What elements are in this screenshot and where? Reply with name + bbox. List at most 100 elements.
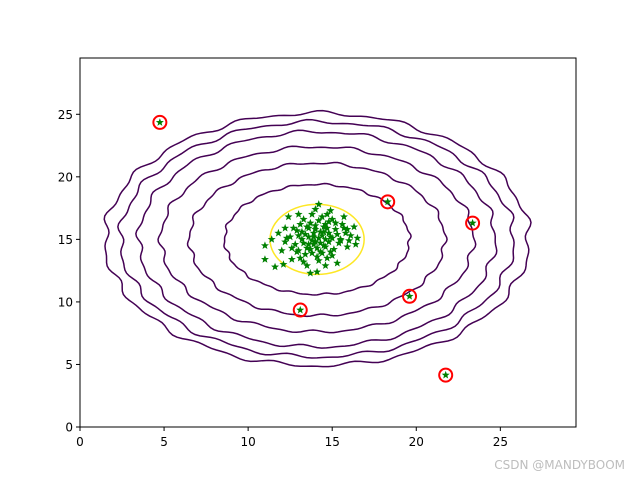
data-point <box>314 200 323 208</box>
x-tick-label: 5 <box>160 435 168 449</box>
data-point <box>326 232 335 241</box>
data-point <box>304 240 313 248</box>
outlier-point <box>152 114 168 130</box>
data-point <box>345 236 354 245</box>
contour-line <box>103 109 532 368</box>
data-point <box>336 236 345 245</box>
outlier-markers <box>152 114 481 383</box>
y-tick-label: 25 <box>58 108 73 122</box>
data-point <box>331 225 340 233</box>
data-point <box>314 256 323 265</box>
data-point <box>279 260 288 268</box>
data-point <box>346 231 355 240</box>
data-point <box>314 233 323 242</box>
y-tick-label: 5 <box>65 358 73 372</box>
data-point <box>260 255 269 263</box>
contour-line <box>117 118 515 359</box>
data-point <box>353 233 362 242</box>
outlier-star <box>296 305 305 314</box>
data-point <box>313 267 322 276</box>
data-point <box>294 231 303 240</box>
outlier-circle <box>465 215 481 231</box>
data-point <box>292 226 301 235</box>
data-point <box>274 228 283 237</box>
data-point <box>321 235 330 243</box>
data-point <box>306 218 315 227</box>
plot-frame <box>79 57 577 428</box>
data-point <box>318 248 327 257</box>
data-point <box>339 223 348 232</box>
data-point <box>301 250 310 258</box>
outlier-point <box>402 288 418 304</box>
data-point <box>326 247 335 256</box>
outlier-circle <box>438 367 454 383</box>
data-point <box>326 206 335 214</box>
outlier-point <box>465 215 481 231</box>
data-point <box>343 225 352 233</box>
outlier-star <box>155 118 164 126</box>
data-point <box>313 243 322 252</box>
data-point <box>281 237 290 246</box>
outlier-star <box>441 370 450 379</box>
data-point <box>306 268 315 277</box>
data-point <box>296 253 305 262</box>
data-point <box>316 238 325 247</box>
y-tick-label: 15 <box>58 233 73 247</box>
data-point <box>338 220 347 228</box>
outlier-point <box>380 194 396 210</box>
data-point <box>318 231 327 240</box>
outlier-star <box>468 218 477 227</box>
data-point <box>328 215 337 223</box>
data-point <box>308 236 317 245</box>
data-point <box>299 215 308 223</box>
outlier-point <box>438 367 454 383</box>
data-point <box>277 246 286 255</box>
data-point <box>299 238 308 247</box>
y-tick-label: 20 <box>58 170 73 184</box>
data-point <box>286 232 295 241</box>
x-tick-label: 25 <box>493 435 508 449</box>
watermark: CSDN @MANDYBOOM <box>494 458 625 472</box>
data-point <box>314 216 323 225</box>
y-axis: 0 5 10 15 20 25 <box>58 108 80 435</box>
data-point <box>289 223 298 232</box>
contour-line <box>223 182 412 296</box>
data-point <box>299 257 308 266</box>
data-point <box>311 225 320 233</box>
outlier-circle <box>402 288 418 304</box>
data-point <box>316 227 325 236</box>
data-point <box>282 233 291 242</box>
data-point <box>321 220 330 228</box>
data-point <box>316 247 325 256</box>
data-point <box>311 205 320 213</box>
data-point <box>292 247 301 256</box>
contour-line <box>135 129 498 349</box>
data-point <box>302 222 311 231</box>
data-point <box>281 223 290 232</box>
data-point <box>341 228 350 237</box>
data-point <box>271 262 280 271</box>
data-point <box>302 261 311 270</box>
outlier-circle <box>152 114 168 130</box>
data-point <box>313 252 322 261</box>
data-point <box>324 217 333 226</box>
outlier-point <box>292 302 308 318</box>
data-point <box>351 240 360 248</box>
data-point <box>308 210 317 218</box>
data-point <box>324 237 333 246</box>
x-tick-label: 0 <box>76 435 84 449</box>
data-point <box>304 232 313 241</box>
data-point <box>284 212 293 221</box>
data-point <box>311 237 320 246</box>
outlier-star <box>383 197 392 206</box>
data-point <box>294 246 303 255</box>
data-point <box>309 232 318 241</box>
data-point <box>297 235 306 243</box>
data-point <box>329 245 338 253</box>
y-tick-label: 10 <box>58 295 73 309</box>
data-point <box>302 243 311 252</box>
data-point <box>294 210 303 218</box>
contour-line <box>186 161 448 318</box>
outlier-circle <box>380 194 396 210</box>
data-point <box>333 230 342 238</box>
